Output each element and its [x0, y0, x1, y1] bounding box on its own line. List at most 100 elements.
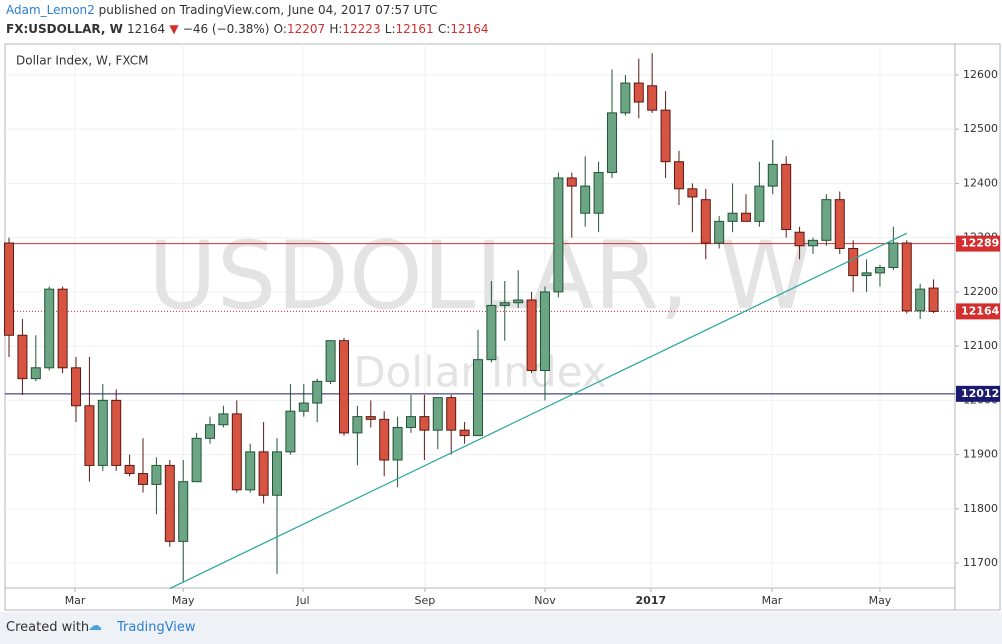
- y-tick-label: 12100: [963, 339, 998, 352]
- y-tick-label: 12500: [963, 122, 998, 135]
- y-tick-label: 12400: [963, 176, 998, 189]
- candle-body: [352, 416, 363, 434]
- candle-body: [673, 161, 684, 190]
- candle-body: [553, 177, 564, 293]
- candle-body: [700, 199, 711, 244]
- x-tick-label: Mar: [65, 594, 86, 607]
- candle-body: [84, 405, 95, 466]
- candle-body: [164, 464, 175, 542]
- candle-body: [44, 288, 55, 369]
- candle-body: [298, 402, 309, 412]
- candle-body: [178, 481, 189, 542]
- candle-body: [111, 399, 122, 466]
- x-tick-label: Sep: [415, 594, 436, 607]
- candle-body: [794, 231, 805, 247]
- candle-body: [727, 212, 738, 222]
- price-label: 12289: [961, 237, 999, 250]
- candle-body: [365, 416, 376, 420]
- price-label-box: [956, 235, 1000, 252]
- candle-body: [432, 397, 443, 431]
- candle-body: [647, 85, 658, 111]
- footer-logo: ☁: [88, 618, 102, 634]
- published: published on TradingView.com, June 04, 2…: [98, 3, 438, 17]
- change: −46 (−0.38%): [182, 22, 270, 36]
- footer-created: Created with: [6, 620, 90, 635]
- candle-body: [151, 464, 162, 485]
- candle-body: [754, 185, 765, 222]
- candle-body: [97, 399, 108, 466]
- watermark: USDOLLAR, W: [148, 222, 812, 331]
- price-label-box: [956, 385, 1000, 402]
- candle-body: [915, 288, 926, 312]
- price-label: 12164: [961, 304, 1000, 317]
- y-tick-label: 12200: [963, 285, 998, 298]
- candle-body: [4, 242, 15, 336]
- candle-body: [834, 199, 845, 249]
- price-label-box: [956, 303, 1000, 320]
- candle-body: [124, 464, 135, 475]
- candle-body: [472, 359, 483, 437]
- l-label: L:: [384, 22, 396, 36]
- candle-body: [419, 416, 430, 431]
- legend: Dollar Index, W, FXCM: [16, 54, 149, 68]
- candle-body: [231, 413, 242, 491]
- x-tick-label: May: [869, 594, 892, 607]
- last: 12164: [127, 22, 166, 36]
- candle-body: [312, 380, 323, 404]
- candle-body: [205, 424, 216, 439]
- candle-body: [379, 418, 390, 461]
- y-tick-label: 11700: [963, 556, 998, 569]
- candle-body: [526, 299, 537, 372]
- candle-body: [848, 247, 859, 277]
- author[interactable]: Adam_Lemon2: [6, 3, 95, 17]
- header-line: Adam_Lemon2 published on TradingView.com…: [6, 3, 437, 17]
- h: 12223: [342, 22, 381, 36]
- change-arrow: ▼: [169, 22, 179, 36]
- candle-body: [446, 397, 457, 431]
- candle-body: [566, 177, 577, 187]
- candle-body: [57, 288, 68, 369]
- candle-body: [272, 451, 283, 496]
- x-tick-label: Nov: [534, 594, 556, 607]
- candle-body: [714, 220, 725, 244]
- candle-body: [593, 172, 604, 214]
- candle-body: [191, 437, 202, 483]
- candle-body: [405, 416, 416, 428]
- candle-body: [392, 426, 403, 461]
- candle-body: [459, 429, 470, 437]
- candle-body: [486, 304, 497, 361]
- x-tick-label: 2017: [636, 594, 667, 607]
- symbol: FX:USDOLLAR, W: [6, 22, 123, 36]
- candle-body: [821, 199, 832, 241]
- candle-body: [928, 287, 939, 312]
- candle-body: [660, 109, 671, 163]
- footer: Created with ☁ TradingView: [0, 612, 1002, 644]
- candle-body: [539, 291, 550, 372]
- candle-body: [258, 451, 269, 496]
- candle-body: [245, 451, 256, 491]
- l: 12161: [395, 22, 434, 36]
- footer-brand[interactable]: TradingView: [117, 620, 196, 635]
- chart: USDOLLAR, W Dollar Index Dollar Index, W…: [4, 43, 1001, 611]
- candle-body: [606, 112, 617, 174]
- y-tick-label: 11800: [963, 502, 998, 515]
- candle-body: [807, 239, 818, 247]
- o: 12207: [286, 22, 326, 36]
- x-tick-label: Jul: [295, 594, 309, 607]
- candle-body: [338, 340, 349, 434]
- candle-body: [499, 302, 510, 306]
- candle-body: [71, 367, 82, 407]
- candle-body: [874, 266, 885, 274]
- c-label: C:: [437, 22, 451, 36]
- candle-body: [781, 163, 792, 230]
- y-tick-label: 12600: [963, 68, 998, 81]
- y-tick-label: 11900: [963, 448, 998, 461]
- candle-body: [633, 82, 644, 103]
- o-label: O:: [273, 22, 287, 36]
- grid: [5, 44, 955, 588]
- candle-body: [513, 299, 524, 304]
- candle-body: [285, 410, 296, 453]
- candle-body: [580, 185, 591, 214]
- c: 12164: [450, 22, 489, 36]
